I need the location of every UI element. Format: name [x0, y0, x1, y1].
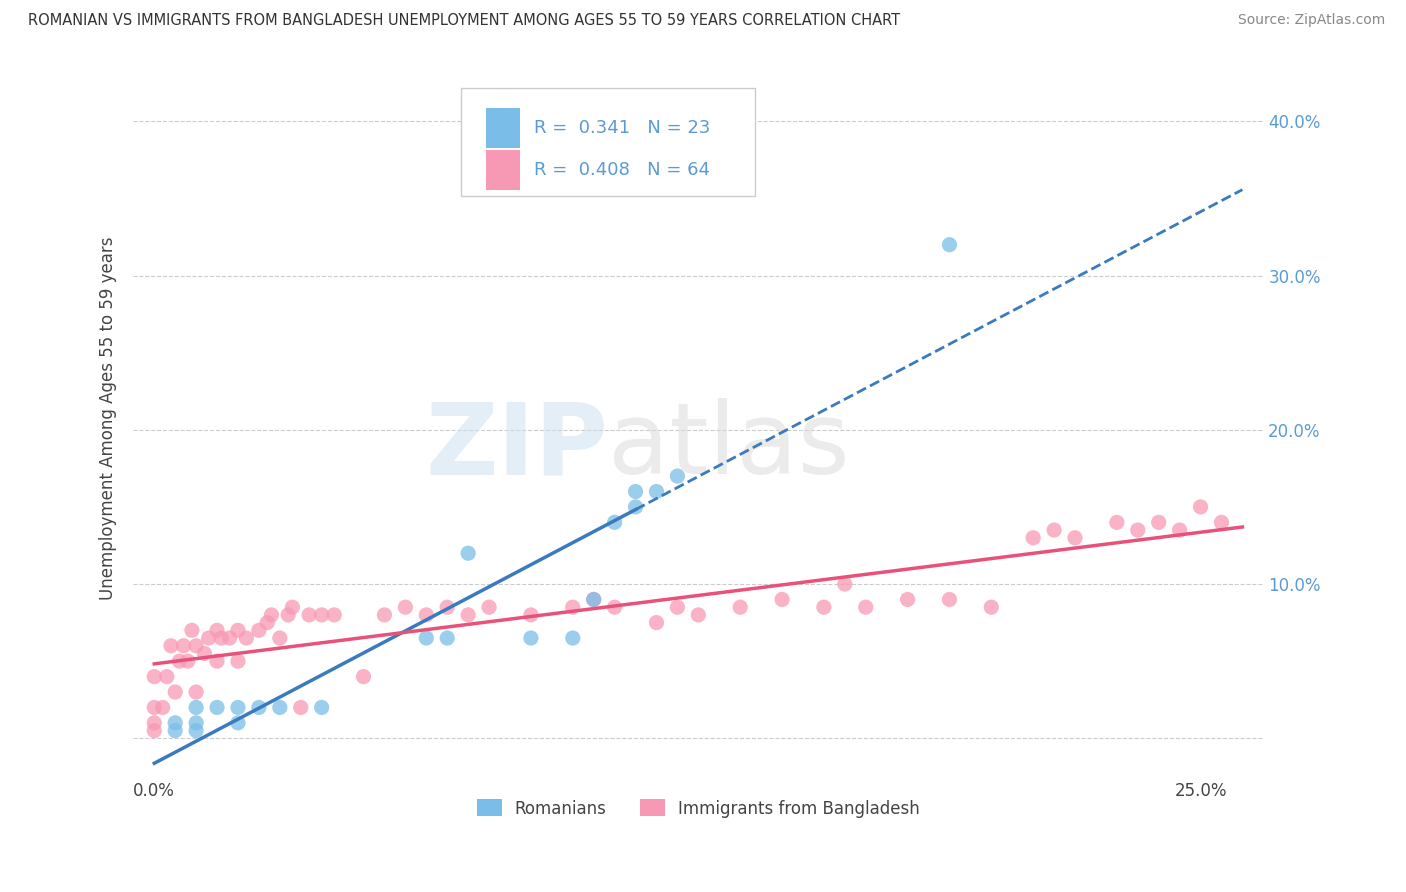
Point — [184, 639, 207, 653]
Point — [728, 600, 751, 615]
Point — [1189, 500, 1212, 514]
Text: R =  0.408   N = 64: R = 0.408 N = 64 — [534, 161, 710, 179]
Point — [457, 607, 479, 622]
Point — [1022, 531, 1045, 545]
Point — [938, 592, 960, 607]
Point — [582, 592, 605, 607]
Text: Source: ZipAtlas.com: Source: ZipAtlas.com — [1237, 13, 1385, 28]
Point — [143, 670, 166, 684]
Text: ZIP: ZIP — [425, 399, 607, 495]
Point — [143, 723, 166, 738]
Point — [247, 700, 270, 714]
Point — [520, 631, 543, 645]
Point — [457, 546, 479, 560]
Point — [143, 700, 166, 714]
Point — [1105, 516, 1128, 530]
Point — [582, 592, 605, 607]
Point — [624, 500, 647, 514]
Point — [269, 631, 291, 645]
Point — [209, 631, 232, 645]
Point — [311, 700, 333, 714]
Point — [688, 607, 710, 622]
Point — [520, 607, 543, 622]
FancyBboxPatch shape — [486, 151, 520, 190]
Point — [770, 592, 793, 607]
Point — [855, 600, 877, 615]
Point — [624, 484, 647, 499]
Point — [226, 654, 249, 668]
Point — [160, 639, 183, 653]
Point — [181, 624, 204, 638]
Point — [260, 607, 283, 622]
Point — [1126, 523, 1149, 537]
Point — [603, 600, 626, 615]
Point — [205, 700, 228, 714]
Point — [561, 631, 583, 645]
Point — [177, 654, 200, 668]
Point — [666, 600, 689, 615]
Point — [666, 469, 689, 483]
Point — [1211, 516, 1233, 530]
Point — [1168, 523, 1191, 537]
Point — [394, 600, 416, 615]
Point — [205, 624, 228, 638]
Point — [184, 685, 207, 699]
Point — [193, 647, 215, 661]
Point — [290, 700, 312, 714]
Point — [353, 670, 375, 684]
Point — [980, 600, 1002, 615]
Point — [197, 631, 219, 645]
Point — [645, 615, 668, 630]
Point — [165, 715, 187, 730]
Point — [165, 685, 187, 699]
Point — [478, 600, 501, 615]
Point — [205, 654, 228, 668]
Point — [373, 607, 395, 622]
Point — [561, 600, 583, 615]
Point — [218, 631, 240, 645]
Point — [834, 577, 856, 591]
Legend: Romanians, Immigrants from Bangladesh: Romanians, Immigrants from Bangladesh — [468, 791, 928, 826]
Text: ROMANIAN VS IMMIGRANTS FROM BANGLADESH UNEMPLOYMENT AMONG AGES 55 TO 59 YEARS CO: ROMANIAN VS IMMIGRANTS FROM BANGLADESH U… — [28, 13, 900, 29]
Point — [184, 715, 207, 730]
Point — [156, 670, 179, 684]
Point — [938, 237, 960, 252]
Point — [256, 615, 278, 630]
Point — [152, 700, 174, 714]
Point — [184, 700, 207, 714]
Point — [247, 624, 270, 638]
Point — [143, 715, 166, 730]
Point — [184, 723, 207, 738]
Point — [269, 700, 291, 714]
FancyBboxPatch shape — [486, 108, 520, 148]
Point — [311, 607, 333, 622]
Point — [1064, 531, 1087, 545]
Point — [415, 631, 437, 645]
Point — [415, 607, 437, 622]
Point — [603, 516, 626, 530]
Point — [1043, 523, 1066, 537]
Point — [235, 631, 257, 645]
Point — [173, 639, 195, 653]
Point — [169, 654, 191, 668]
Point — [277, 607, 299, 622]
Text: atlas: atlas — [607, 399, 849, 495]
Point — [281, 600, 304, 615]
Point — [813, 600, 835, 615]
FancyBboxPatch shape — [461, 88, 755, 196]
Point — [436, 631, 458, 645]
Point — [226, 715, 249, 730]
Point — [897, 592, 920, 607]
Point — [165, 723, 187, 738]
Point — [298, 607, 321, 622]
Y-axis label: Unemployment Among Ages 55 to 59 years: Unemployment Among Ages 55 to 59 years — [100, 236, 117, 600]
Point — [323, 607, 346, 622]
Point — [226, 700, 249, 714]
Text: R =  0.341   N = 23: R = 0.341 N = 23 — [534, 120, 711, 137]
Point — [645, 484, 668, 499]
Point — [1147, 516, 1170, 530]
Point — [436, 600, 458, 615]
Point — [226, 624, 249, 638]
